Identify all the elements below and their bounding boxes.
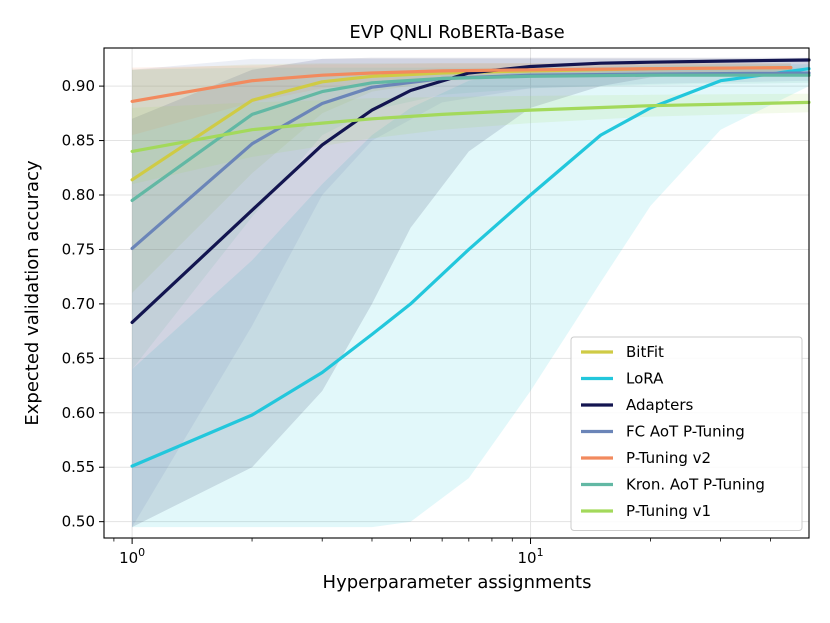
y-axis-title: Expected validation accuracy [22, 160, 43, 426]
band-bitfit [132, 63, 791, 294]
y-tick-label: 0.65 [62, 349, 95, 367]
y-axis: 0.50 0.55 0.60 0.65 0.70 0.75 0.80 0.85 0.90 [62, 77, 104, 531]
chart-title: EVP QNLI RoBERTa-Base [349, 22, 564, 43]
line-p-tuning-v2 [130, 65, 793, 104]
band-kron-aot-p-tuning [132, 67, 810, 370]
line-p-tuning-v1 [130, 100, 811, 153]
line-lora [130, 67, 811, 468]
legend-label: P-Tuning v1 [626, 502, 711, 520]
band-lora [132, 64, 810, 528]
y-tick-label: 0.90 [62, 77, 95, 95]
legend-label: FC AoT P-Tuning [626, 423, 745, 441]
series-lines [130, 58, 811, 468]
confidence-bands [132, 57, 810, 528]
y-tick-label: 0.70 [62, 295, 95, 313]
legend-label: Adapters [626, 396, 694, 414]
band-fc-aot-p-tuning [132, 58, 810, 528]
line-kron-aot-p-tuning [130, 73, 811, 202]
legend-box [570, 336, 803, 531]
legend-label: LoRA [626, 370, 664, 388]
legend-label: Kron. AoT P-Tuning [626, 476, 765, 494]
grid [104, 48, 809, 538]
band-p-tuning-v2 [132, 63, 791, 136]
legend: BitFit LoRA Adapters FC AoT P-Tuning P-Tunin… [570, 336, 803, 531]
plot-frame [103, 47, 810, 539]
y-tick-label: 0.55 [62, 458, 95, 476]
legend-label: P-Tuning v2 [626, 449, 711, 467]
y-tick-label: 0.50 [62, 513, 95, 531]
y-tick-label: 0.75 [62, 240, 95, 258]
x-axis-title: Hyperparameter assignments [323, 572, 592, 593]
x-tick-label: 100 [119, 546, 145, 567]
band-adapters [132, 57, 810, 528]
y-tick-label: 0.60 [62, 404, 95, 422]
x-tick-label: 101 [517, 546, 543, 567]
legend-label: BitFit [626, 343, 664, 361]
x-axis: 100 101 [113, 538, 771, 567]
y-tick-label: 0.80 [62, 186, 95, 204]
line-adapters [130, 58, 811, 324]
y-tick-label: 0.85 [62, 132, 95, 150]
